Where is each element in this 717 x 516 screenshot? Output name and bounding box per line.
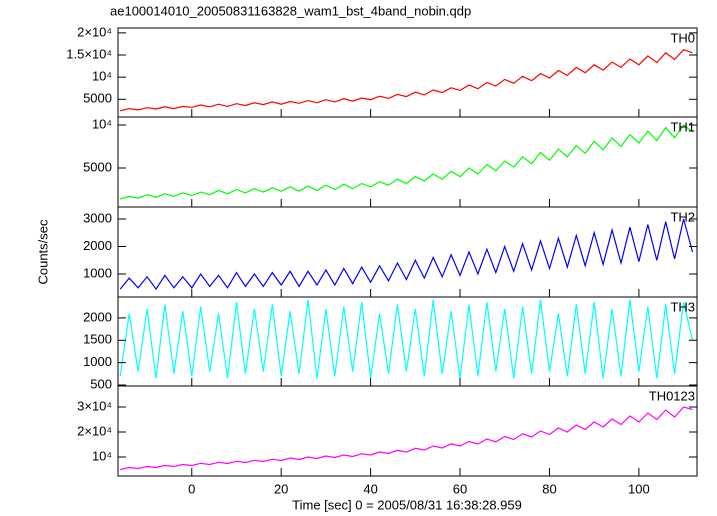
panel-frame bbox=[117, 206, 698, 298]
y-tick-label: 2×10⁴ bbox=[77, 423, 112, 438]
y-tick-label: 2×10⁴ bbox=[77, 24, 112, 39]
y-tick-label: 5000 bbox=[83, 159, 112, 174]
y-tick-label: 5000 bbox=[83, 91, 112, 106]
panel-label: TH0 bbox=[670, 30, 695, 45]
x-tick-label: 100 bbox=[628, 481, 650, 496]
x-tick-label: 80 bbox=[542, 481, 556, 496]
x-tick-label: 0 bbox=[188, 481, 195, 496]
x-tick-label: 60 bbox=[453, 481, 467, 496]
panel-label: TH2 bbox=[670, 209, 695, 224]
x-axis-label: Time [sec] 0 = 2005/08/31 16:38:28.959 bbox=[292, 497, 522, 512]
panel-label: TH3 bbox=[670, 299, 695, 314]
series-line bbox=[120, 49, 693, 112]
panel-frame bbox=[117, 27, 698, 118]
y-tick-label: 1000 bbox=[83, 354, 112, 369]
y-tick-label: 3000 bbox=[83, 210, 112, 225]
series-line bbox=[119, 299, 694, 379]
y-tick-label: 2000 bbox=[83, 309, 112, 324]
y-tick-label: 1000 bbox=[83, 265, 112, 280]
x-tick-label: 20 bbox=[274, 481, 288, 496]
y-tick-label: 10⁴ bbox=[92, 69, 112, 84]
y-axis-label: Counts/sec bbox=[35, 219, 50, 285]
y-tick-label: 3×10⁴ bbox=[77, 398, 112, 413]
chart-title: ae100014010_20050831163828_wam1_bst_4ban… bbox=[110, 3, 471, 18]
y-tick-label: 2000 bbox=[83, 238, 112, 253]
y-tick-label: 10⁴ bbox=[92, 116, 112, 131]
x-tick-label: 40 bbox=[363, 481, 377, 496]
panel-label: TH0123 bbox=[649, 388, 695, 403]
y-tick-label: 1.5×10⁴ bbox=[66, 46, 112, 61]
series-line bbox=[120, 406, 693, 471]
panel-frame bbox=[117, 385, 698, 477]
series-line bbox=[120, 124, 693, 200]
panel-label: TH1 bbox=[670, 119, 695, 134]
y-tick-label: 500 bbox=[90, 376, 112, 391]
y-tick-label: 10⁴ bbox=[92, 448, 112, 463]
panel-frame bbox=[117, 296, 698, 387]
y-tick-label: 1500 bbox=[83, 332, 112, 347]
series-line bbox=[119, 218, 694, 291]
